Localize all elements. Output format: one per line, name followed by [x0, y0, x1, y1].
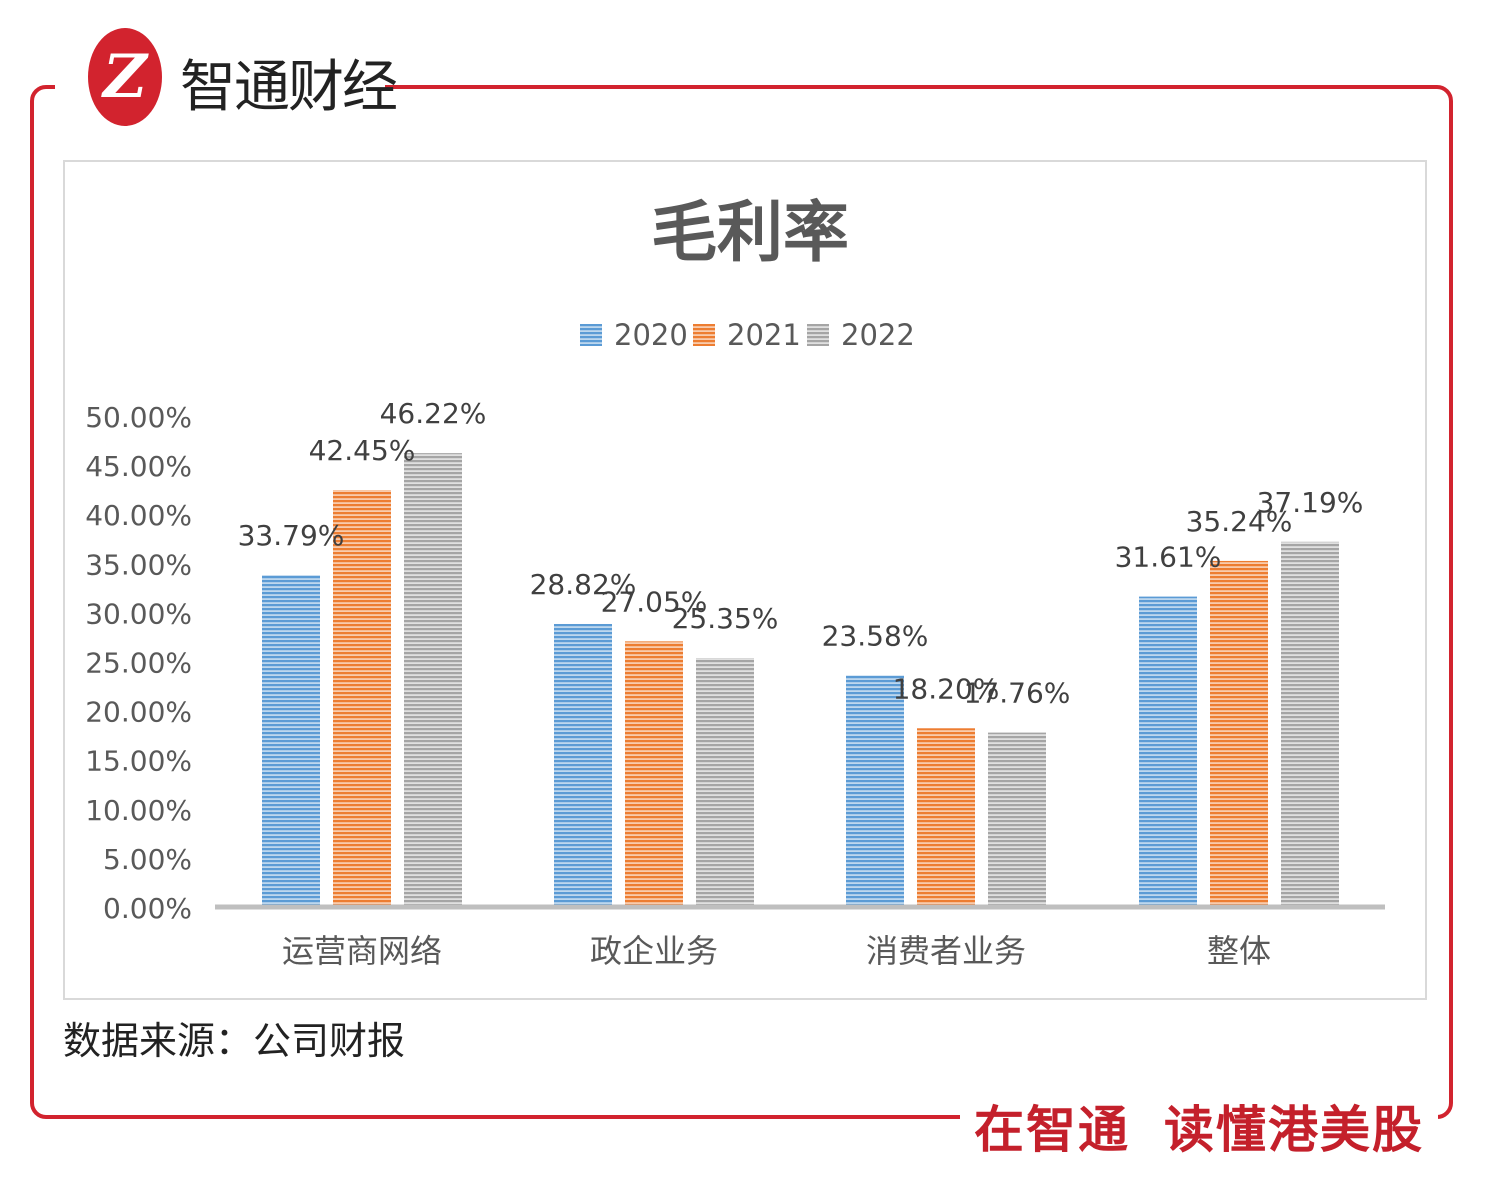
logo-text: 智通财经 — [180, 55, 398, 120]
legend-label: 2020 — [614, 318, 688, 352]
y-tick-label: 25.00% — [85, 647, 192, 680]
brand-frame — [30, 85, 1453, 1119]
bar-2020 — [1139, 596, 1197, 907]
bar-2020 — [262, 575, 320, 907]
legend-swatch-2020 — [580, 324, 602, 346]
bars — [262, 453, 1339, 907]
x-axis: 运营商网络 政企业务 消费者业务 整体 — [215, 904, 1385, 970]
chart-area — [63, 160, 1427, 1000]
bar-2022 — [696, 658, 754, 907]
legend-swatch-2021 — [693, 324, 715, 346]
data-label: 23.58% — [822, 619, 929, 652]
data-label: 46.22% — [380, 397, 487, 430]
y-tick-label: 45.00% — [85, 450, 192, 483]
y-tick-label: 5.00% — [103, 843, 192, 876]
y-tick-label: 10.00% — [85, 794, 192, 827]
data-label: 27.05% — [601, 585, 708, 618]
y-tick-label: 35.00% — [85, 548, 192, 581]
legend-label: 2022 — [841, 318, 915, 352]
x-tick-label: 整体 — [1207, 932, 1271, 970]
data-label: 42.45% — [309, 434, 416, 467]
data-labels: 33.79% 42.45% 46.22% 28.82%27.05%25.35% 23.5… — [238, 397, 1364, 709]
bar-2022 — [988, 732, 1046, 907]
bar-2021 — [917, 728, 975, 907]
data-label: 17.76% — [964, 677, 1071, 710]
data-label: 31.61% — [1115, 541, 1222, 574]
logo-mark-icon: Z — [88, 28, 162, 126]
data-label: 25.35% — [672, 602, 779, 635]
slogan-part-2: 读懂港美股 — [1164, 1101, 1424, 1159]
data-label: 37.19% — [1257, 486, 1364, 519]
legend-label: 2021 — [727, 318, 801, 352]
bar-2021 — [333, 490, 391, 907]
source-note: 数据来源：公司财报 — [63, 1019, 406, 1063]
slogan-part-1: 在智通 — [974, 1101, 1130, 1159]
y-tick-label: 40.00% — [85, 499, 192, 532]
y-tick-label: 50.00% — [85, 401, 192, 434]
bar-2021 — [625, 641, 683, 907]
legend-swatch-2022 — [807, 324, 829, 346]
data-label: 18.20% — [893, 672, 1000, 705]
data-label: 28.82% — [530, 568, 637, 601]
x-tick-label: 消费者业务 — [866, 932, 1026, 970]
legend: 2020 2021 2022 — [580, 318, 915, 352]
bar-2022 — [1281, 541, 1339, 907]
y-tick-label: 20.00% — [85, 696, 192, 729]
slogan: 在智通 读懂港美股 — [960, 1090, 1438, 1162]
chart-title: 毛利率 — [651, 193, 849, 271]
y-axis: 0.00% 5.00% 10.00% 15.00% 20.00% 25.00% 30.00%… — [85, 401, 192, 925]
x-tick-label: 运营商网络 — [282, 932, 442, 970]
y-tick-label: 15.00% — [85, 745, 192, 778]
bar-2020 — [846, 675, 904, 907]
bar-2022 — [404, 453, 462, 907]
y-tick-label: 0.00% — [103, 892, 192, 925]
data-label: 33.79% — [238, 519, 345, 552]
bar-2021 — [1210, 560, 1268, 907]
x-tick-label: 政企业务 — [590, 932, 718, 970]
y-tick-label: 30.00% — [85, 597, 192, 630]
bar-2020 — [554, 623, 612, 907]
data-label: 35.24% — [1186, 505, 1293, 538]
